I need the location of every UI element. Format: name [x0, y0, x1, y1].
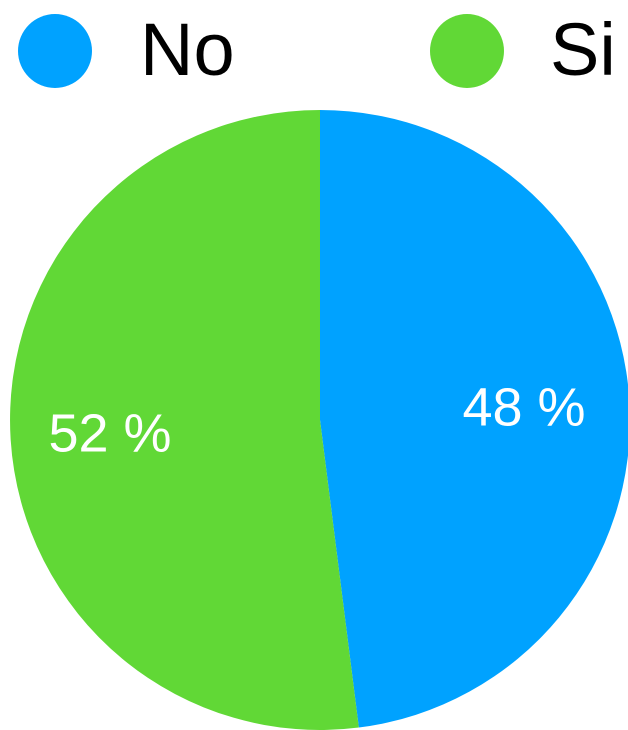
pie-value-labels: 48 % 52 % [48, 377, 585, 463]
legend-label-no: No [140, 8, 235, 91]
legend-swatch-si [430, 14, 504, 88]
value-label-si: 52 % [48, 403, 171, 463]
legend-swatch-no [18, 14, 92, 88]
pie-slice-no [320, 110, 628, 728]
pie-slices [10, 110, 628, 730]
chart-legend: No Si [0, 0, 628, 96]
pie-slice-si [10, 110, 359, 730]
value-label-no: 48 % [462, 377, 585, 437]
legend-label-si: Si [550, 8, 616, 91]
